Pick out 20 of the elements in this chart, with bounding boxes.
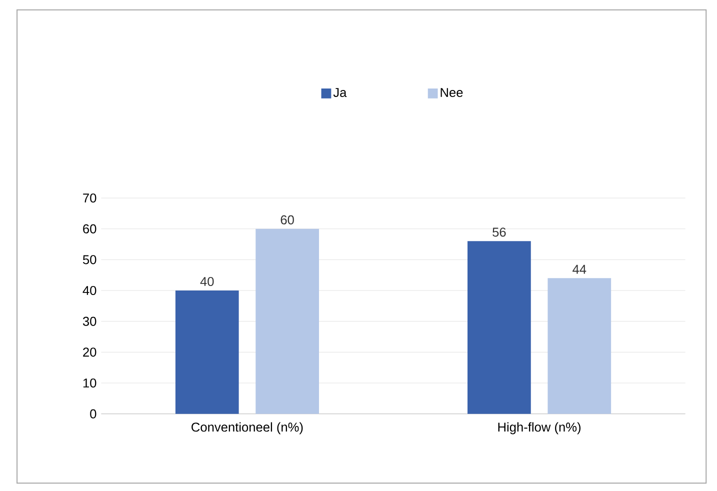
legend-label: Nee (440, 88, 463, 97)
y-tick-label: 50 (82, 255, 96, 264)
y-tick-label: 30 (82, 316, 96, 326)
data-label: 40 (200, 276, 214, 286)
bar (468, 241, 531, 414)
x-tick-label: Conventioneel (n%) (192, 422, 303, 434)
y-tick-label: 70 (83, 193, 96, 203)
y-tick-label: 60 (83, 224, 96, 234)
y-tick-label: 40 (82, 286, 96, 296)
y-tick-label: 0 (90, 409, 96, 418)
legend-label: Ja (333, 88, 347, 97)
y-tick-label: 20 (83, 348, 96, 357)
bar (548, 278, 612, 414)
data-label: 56 (492, 228, 506, 237)
x-tick-label: High-flow (n%) (498, 422, 581, 434)
data-label: 44 (572, 264, 586, 274)
bar (175, 290, 239, 414)
bar (256, 228, 319, 414)
y-tick-label: 10 (83, 378, 96, 388)
data-label: 60 (280, 215, 294, 224)
